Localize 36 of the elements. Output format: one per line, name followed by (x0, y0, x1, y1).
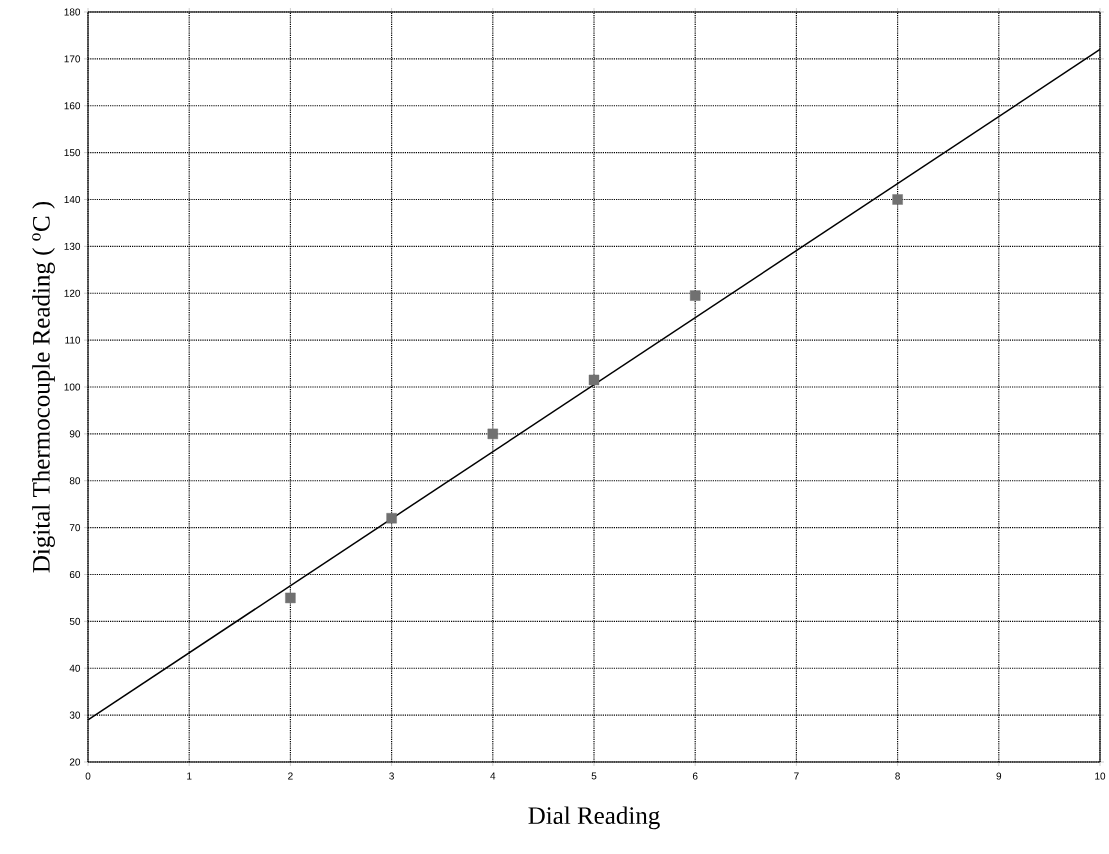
y-tick-label: 40 (69, 664, 81, 672)
x-tick-label: 1 (187, 772, 192, 780)
y-tick-label: 120 (64, 289, 81, 297)
y-tick-label: 150 (64, 149, 81, 157)
y-tick-label: 20 (69, 758, 81, 766)
y-tick-label: 160 (64, 102, 81, 110)
x-tick-label: 9 (996, 772, 1002, 780)
y-tick-label: 60 (69, 570, 81, 579)
y-tick-label: 90 (69, 430, 81, 438)
y-tick-label: 110 (65, 336, 81, 344)
y-axis-title: Digital Thermocouple Reading ( $^{o}$C ) (32, 201, 55, 573)
point (588, 374, 600, 386)
y-tick-label: 130 (64, 242, 81, 250)
y-tick-label: 50 (69, 617, 81, 625)
x-tick-label: 3 (389, 772, 394, 780)
point (690, 290, 701, 301)
x-tick-label: 2 (288, 772, 293, 780)
y-tick-label: 70 (69, 524, 81, 532)
point (892, 194, 903, 205)
x-tick-label: 10 (1095, 772, 1106, 780)
x-tick-label: 4 (490, 772, 496, 780)
y-tick-label: 30 (69, 711, 81, 719)
x-tick-label: 7 (794, 772, 799, 780)
y-tick-label: 140 (64, 195, 81, 204)
x-tick-label: 6 (692, 772, 698, 780)
y-tick-label: 100 (64, 383, 81, 391)
point (487, 428, 498, 440)
x-tick-label: 0 (85, 772, 91, 780)
point (285, 592, 296, 604)
point (386, 513, 397, 524)
y-tick-label: 80 (69, 477, 81, 485)
y-tick-label: 170 (64, 55, 81, 63)
x-tick-label: 5 (591, 772, 597, 780)
x-axis-title: Dial Reading (528, 806, 660, 830)
y-tick-label: 180 (64, 8, 81, 16)
x-tick-label: 8 (895, 772, 900, 780)
